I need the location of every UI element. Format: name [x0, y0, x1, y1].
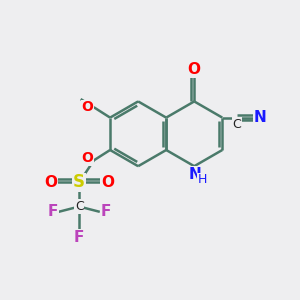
Text: F: F — [100, 204, 111, 219]
Text: O: O — [82, 151, 93, 165]
Text: S: S — [73, 173, 85, 191]
Text: C: C — [232, 118, 242, 130]
Text: N: N — [253, 110, 266, 125]
Text: F: F — [74, 230, 84, 245]
Text: O: O — [101, 175, 114, 190]
Text: O: O — [188, 62, 201, 77]
Text: O: O — [82, 100, 93, 114]
Text: C: C — [75, 200, 84, 213]
Text: N: N — [188, 167, 201, 182]
Text: O: O — [44, 175, 57, 190]
Text: H: H — [198, 173, 207, 186]
Text: F: F — [47, 204, 58, 219]
